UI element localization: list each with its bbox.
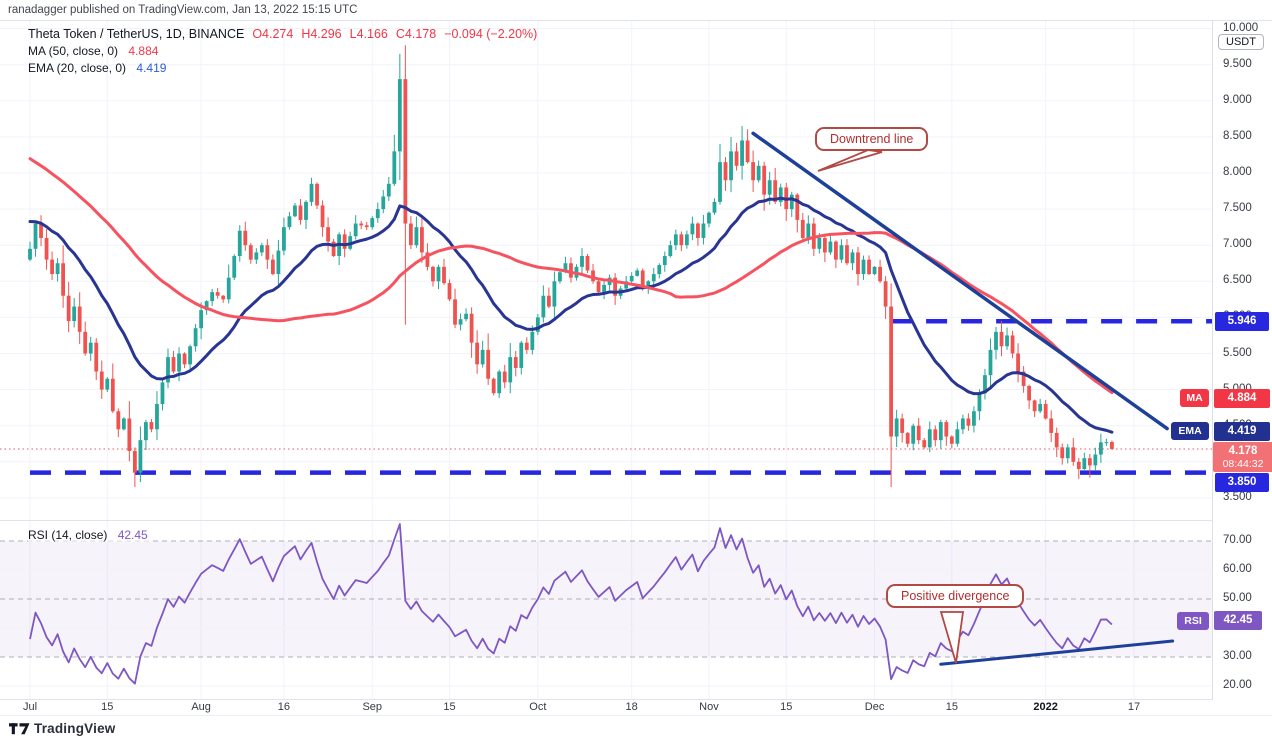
price-tick-label: 6.500	[1223, 274, 1252, 287]
rsi-tick-label: 30.00	[1223, 650, 1252, 662]
last-price-value: 4.178	[1228, 445, 1258, 457]
time-tick-label: Dec	[864, 701, 885, 713]
downtrend-trendline	[751, 131, 1169, 431]
ma-tag-badge: MA	[1180, 389, 1209, 407]
ema-legend-label: EMA (20, close, 0)	[28, 61, 127, 75]
downtrend-callout-text: Downtrend line	[830, 132, 914, 146]
ohlc-high: H4.296	[301, 27, 342, 41]
rsi-tick-label: 20.00	[1223, 679, 1252, 691]
footer-bar: TradingView	[0, 715, 1272, 741]
time-tick-label: 15	[945, 701, 958, 713]
time-tick-label: 15	[101, 701, 114, 713]
time-tick-label: Sep	[362, 701, 383, 713]
symbol-legend-row[interactable]: Theta Token / TetherUS, 1D, BINANCE O4.27…	[28, 27, 537, 41]
currency-badge: USDT	[1218, 34, 1264, 50]
symbol-title: Theta Token / TetherUS, 1D, BINANCE	[28, 27, 245, 41]
ema-value-badge: 4.419	[1214, 422, 1270, 441]
chart-canvas[interactable]	[0, 21, 1212, 715]
rsi-legend-label: RSI (14, close)	[28, 528, 108, 542]
ma-legend-row[interactable]: MA (50, close, 0) 4.884	[28, 44, 158, 58]
resistance-price-badge: 5.946	[1215, 312, 1269, 331]
time-tick-label: Oct	[529, 701, 547, 713]
ohlc-change: −0.094 (−2.20%)	[444, 27, 538, 41]
divergence-callout[interactable]: Positive divergence	[886, 584, 1025, 608]
divergence-callout-text: Positive divergence	[901, 589, 1010, 603]
price-tick-label: 8.000	[1223, 166, 1252, 178]
time-tick-label: 15	[780, 701, 793, 713]
time-tick-label: Jul	[22, 701, 38, 713]
ema-tag-badge: EMA	[1171, 422, 1209, 440]
time-axis[interactable]: Jul 15 Aug 16 Sep 15 Oct 18 Nov 15 Dec 15 2022 17	[0, 700, 1212, 715]
candlestick-series	[28, 45, 1114, 488]
rsi-tag-badge: RSI	[1177, 612, 1209, 630]
tradingview-logo[interactable]: TradingView	[9, 720, 115, 736]
time-tick-label: Nov	[699, 701, 719, 713]
publish-text: ranadagger published on TradingView.com,…	[8, 4, 358, 16]
price-axis[interactable]: USDT 10.000 9.500 9.000 8.500 8.000 7.500 7.00…	[1212, 21, 1272, 700]
ohlc-open: O4.274	[252, 27, 294, 41]
price-tick-label: 9.000	[1223, 93, 1252, 106]
ma-legend-value: 4.884	[128, 44, 159, 58]
support-price-badge: 3.850	[1215, 473, 1269, 492]
ema20-line	[28, 196, 1114, 434]
rsi-tick-label: 70.00	[1223, 534, 1252, 546]
ma-legend-label: MA (50, close, 0)	[28, 44, 119, 58]
rsi-legend-value: 42.45	[117, 528, 148, 542]
price-tick-label: 8.500	[1223, 129, 1252, 142]
time-tick-label: 16	[277, 701, 291, 713]
time-tick-label: 18	[625, 701, 638, 713]
bar-countdown: 08:44:32	[1222, 458, 1264, 470]
publish-bar: ranadagger published on TradingView.com,…	[0, 0, 1272, 21]
time-tick-label: 15	[443, 701, 456, 713]
price-tick-label: 10.000	[1223, 21, 1259, 34]
time-tick-label: 2022	[1033, 701, 1058, 713]
ema-legend-row[interactable]: EMA (20, close, 0) 4.419	[28, 61, 166, 75]
downtrend-callout[interactable]: Downtrend line	[815, 127, 929, 151]
rsi-value-badge: 42.45	[1214, 611, 1262, 630]
rsi-tick-label: 60.00	[1223, 563, 1252, 575]
tradingview-logo-icon	[9, 723, 30, 735]
tradingview-logo-text: TradingView	[34, 720, 116, 736]
ema-legend-value: 4.419	[136, 61, 167, 75]
divergence-trendline	[939, 639, 1175, 666]
price-tick-label: 9.500	[1223, 57, 1252, 70]
time-tick-label: 17	[1127, 701, 1141, 713]
last-price-badge: 4.178 08:44:32	[1213, 442, 1272, 472]
rsi-tick-label: 50.00	[1223, 592, 1252, 604]
ohlc-low: L4.166	[349, 27, 388, 41]
rsi-legend-row[interactable]: RSI (14, close) 42.45	[28, 528, 152, 542]
price-tick-label: 7.000	[1223, 238, 1252, 251]
price-tick-label: 3.500	[1223, 490, 1252, 503]
divergence-callout-tail	[939, 611, 965, 664]
rsi-line	[29, 523, 1113, 685]
time-tick-label: Aug	[191, 701, 211, 713]
ma-value-badge: 4.884	[1214, 389, 1270, 408]
price-tick-label: 5.500	[1223, 346, 1252, 359]
ohlc-close: C4.178	[395, 27, 437, 41]
downtrend-callout-tail	[817, 149, 883, 172]
price-tick-label: 7.500	[1223, 202, 1252, 215]
